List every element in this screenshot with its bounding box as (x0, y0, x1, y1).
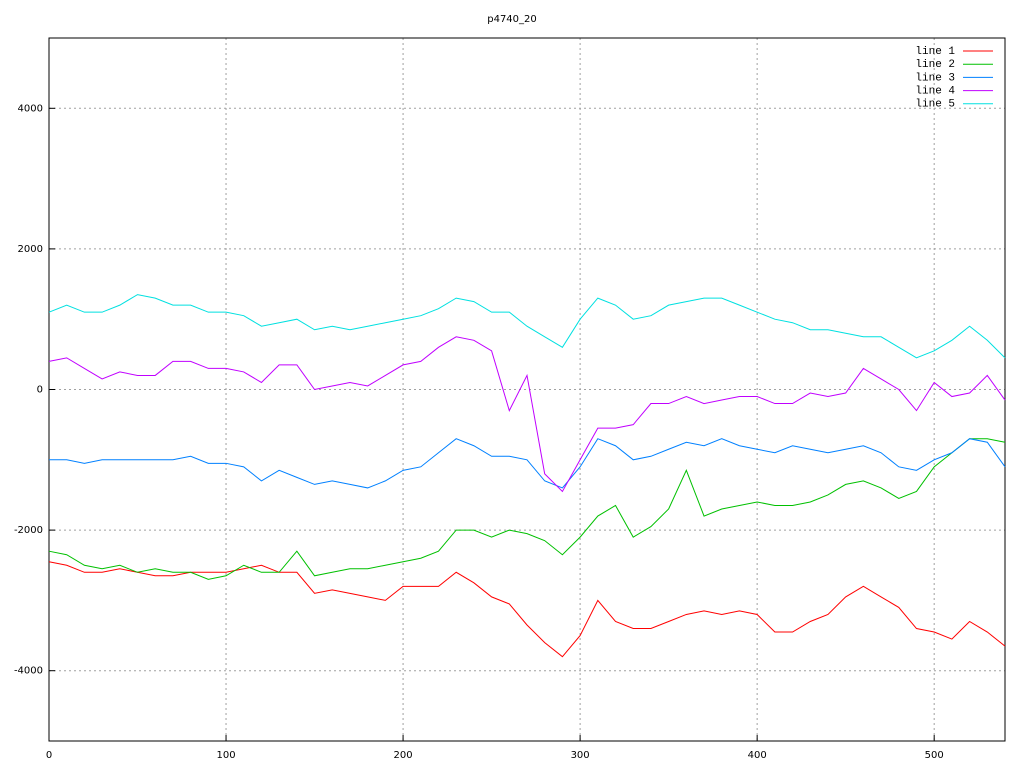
y-tick-label: -2000 (14, 525, 43, 536)
chart-title: p4740_20 (487, 14, 537, 25)
y-tick-label: 4000 (18, 103, 43, 114)
x-tick-label: 400 (748, 750, 767, 761)
y-tick-label: 0 (37, 385, 43, 396)
x-tick-label: 300 (571, 750, 590, 761)
legend-label: line 3 (915, 72, 955, 84)
line-series (49, 438, 1006, 489)
y-tick-label: -4000 (14, 666, 43, 677)
line-series (48, 438, 1006, 580)
legend-label: line 5 (915, 99, 955, 111)
legend-label: line 4 (915, 86, 955, 98)
x-tick-label: 200 (394, 750, 413, 761)
legend-label: line 2 (915, 59, 955, 71)
line-series (48, 294, 1006, 359)
line-series (48, 336, 1006, 493)
x-tick-label: 0 (46, 750, 52, 761)
legend-label: line 1 (915, 46, 955, 58)
x-tick-label: 100 (216, 750, 235, 761)
x-tick-label: 500 (925, 750, 944, 761)
plot-border (48, 37, 1006, 742)
line-series (48, 561, 1006, 658)
y-tick-label: 2000 (18, 244, 43, 255)
